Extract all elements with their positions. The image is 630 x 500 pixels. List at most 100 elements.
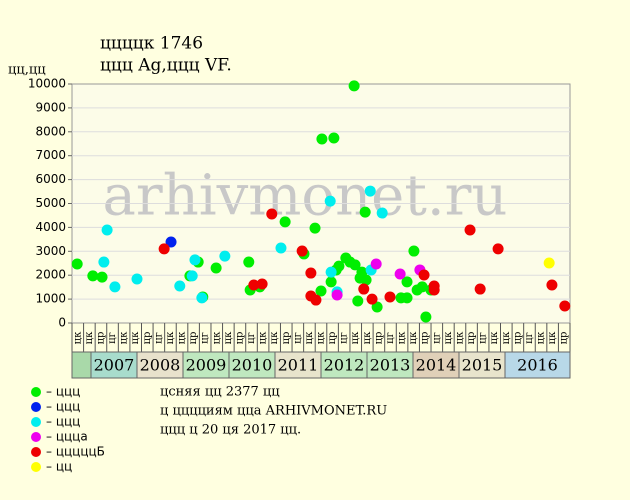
- quarter-label: цк: [408, 331, 419, 344]
- data-point: [364, 185, 376, 197]
- data-point: [474, 283, 486, 295]
- data-point: [158, 243, 170, 255]
- quarter-label: цр: [512, 332, 523, 345]
- legend-label: – ццц: [46, 415, 80, 429]
- data-point: [384, 291, 396, 303]
- year-label: 2015: [462, 356, 503, 375]
- legend-label: – цц: [46, 460, 72, 474]
- legend-marker: [31, 387, 41, 397]
- watermark: arhivmonet.ru: [103, 164, 508, 229]
- data-point: [196, 292, 208, 304]
- quarter-label: цк: [269, 331, 280, 344]
- data-point: [408, 245, 420, 257]
- data-point: [464, 224, 476, 236]
- year-label: 2011: [278, 356, 319, 375]
- data-point: [189, 254, 201, 266]
- quarter-label: цг: [246, 332, 257, 344]
- data-point: [325, 266, 337, 278]
- legend-marker: [31, 432, 41, 442]
- data-point: [366, 293, 378, 305]
- data-point: [174, 280, 186, 292]
- year-label: 2012: [324, 356, 365, 375]
- quarter-label: цк: [130, 331, 141, 344]
- quarter-label: цк: [350, 331, 361, 344]
- year-band: [412, 351, 460, 379]
- data-point: [243, 256, 255, 268]
- data-point: [331, 289, 343, 301]
- quarter-label: цр: [420, 332, 431, 345]
- data-point: [492, 243, 504, 255]
- year-band: [182, 351, 230, 379]
- data-point: [394, 268, 406, 280]
- data-point: [348, 80, 360, 92]
- data-point: [165, 236, 177, 248]
- quarter-label: цк: [443, 331, 454, 344]
- data-point: [360, 274, 372, 286]
- data-point: [543, 257, 555, 269]
- quarter-label: цр: [559, 332, 570, 345]
- year-band: [274, 351, 322, 379]
- data-point: [310, 294, 322, 306]
- quarter-label: цк: [165, 331, 176, 344]
- quarter-label: цк: [258, 331, 269, 344]
- y-tick-label: 0: [58, 316, 66, 330]
- data-point: [248, 279, 260, 291]
- quarter-label: цг: [524, 332, 535, 344]
- data-point: [309, 222, 321, 234]
- quarter-label: цк: [536, 331, 547, 344]
- year-label: 2009: [186, 356, 227, 375]
- quarter-label: цк: [397, 331, 408, 344]
- legend-label: – цццццБ: [46, 445, 105, 459]
- quarter-label: цк: [84, 331, 95, 344]
- year-band: [504, 351, 571, 379]
- data-point: [333, 260, 345, 272]
- quarter-label: цр: [188, 332, 199, 345]
- data-point: [371, 301, 383, 313]
- data-point: [279, 216, 291, 228]
- data-point: [428, 284, 440, 296]
- y-tick-label: 9000: [35, 100, 66, 114]
- data-point: [109, 281, 121, 293]
- data-point: [87, 270, 99, 282]
- quarter-label: цг: [107, 332, 118, 344]
- quarter-label: цк: [211, 331, 222, 344]
- quarter-label: цг: [200, 332, 211, 344]
- year-band: [136, 351, 184, 379]
- y-axis-label: цц,цц: [8, 63, 46, 78]
- data-point: [210, 262, 222, 274]
- data-point: [266, 208, 278, 220]
- data-point: [401, 292, 413, 304]
- data-point: [370, 258, 382, 270]
- quarter-label: цр: [234, 332, 245, 345]
- quarter-label: цг: [292, 332, 303, 344]
- note: ц цццциям цца ARHIVMONET.RU: [160, 404, 387, 419]
- data-point: [96, 271, 108, 283]
- quarter-label: цг: [431, 332, 442, 344]
- year-label: 2016: [517, 356, 558, 375]
- legend-marker: [31, 402, 41, 412]
- data-point: [358, 283, 370, 295]
- year-label: 2010: [232, 356, 273, 375]
- data-point: [325, 276, 337, 288]
- data-point: [546, 279, 558, 291]
- note: цсняя цц 2377 цц: [160, 385, 280, 400]
- data-point: [296, 245, 308, 257]
- data-point: [316, 133, 328, 145]
- data-point: [416, 281, 428, 293]
- data-point: [324, 195, 336, 207]
- data-point: [186, 270, 198, 282]
- quarter-label: цр: [95, 332, 106, 345]
- data-point: [315, 285, 327, 297]
- y-tick-label: 6000: [35, 172, 66, 186]
- chart-subtitle: ццц Ag,ццц VF.: [100, 56, 232, 76]
- quarter-label: цк: [223, 331, 234, 344]
- year-label: 2007: [94, 356, 135, 375]
- quarter-label: цр: [327, 332, 338, 345]
- y-tick-label: 8000: [35, 124, 66, 138]
- quarter-label: цр: [142, 332, 153, 345]
- legend-marker: [31, 417, 41, 427]
- data-point: [131, 273, 143, 285]
- year-label: 2014: [416, 356, 457, 375]
- quarter-label: цк: [119, 331, 130, 344]
- quarter-label: цг: [339, 332, 350, 344]
